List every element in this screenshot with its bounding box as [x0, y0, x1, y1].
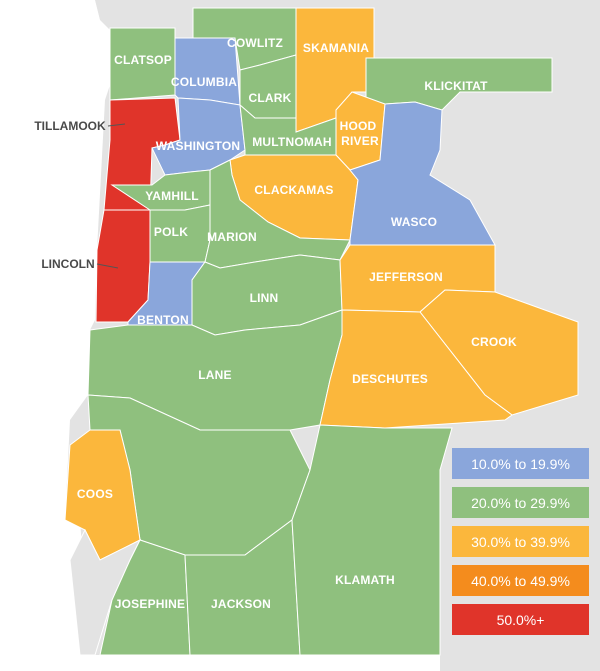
- legend-label: 40.0% to 49.9%: [471, 572, 570, 589]
- label-benton: BENTON: [137, 313, 189, 327]
- lincoln-leader-line: [96, 263, 119, 269]
- legend-item: 50.0%+: [452, 604, 589, 635]
- label-skamania: SKAMANIA: [303, 41, 369, 55]
- legend-label: 50.0%+: [496, 611, 545, 628]
- legend-label: 20.0% to 29.9%: [471, 494, 570, 511]
- label-columbia: COLUMBIA: [171, 75, 237, 89]
- label-jackson: JACKSON: [211, 597, 271, 611]
- label-clatsop: CLATSOP: [114, 53, 172, 67]
- legend-item: 10.0% to 19.9%: [452, 448, 589, 479]
- county-tillamook[interactable]: [103, 97, 181, 213]
- legend: 10.0% to 19.9% 20.0% to 29.9% 30.0% to 3…: [452, 448, 589, 643]
- label-hood-river-1: HOOD: [340, 119, 377, 133]
- label-linn: LINN: [250, 291, 279, 305]
- label-wasco: WASCO: [391, 215, 437, 229]
- label-tillamook: TILLAMOOK: [34, 119, 106, 133]
- label-deschutes: DESCHUTES: [352, 372, 428, 386]
- legend-item: 40.0% to 49.9%: [452, 565, 589, 596]
- county-lincoln[interactable]: [95, 209, 151, 323]
- label-coos: COOS: [77, 487, 113, 501]
- label-klamath: KLAMATH: [335, 573, 395, 587]
- outside-land-washington: [100, 0, 200, 10]
- legend-label: 30.0% to 39.9%: [471, 533, 570, 550]
- label-jefferson: JEFFERSON: [369, 270, 443, 284]
- label-hood-river-2: RIVER: [341, 134, 379, 148]
- label-cowlitz: COWLITZ: [227, 36, 283, 50]
- label-yamhill: YAMHILL: [145, 189, 199, 203]
- label-lincoln: LINCOLN: [41, 257, 94, 271]
- label-polk: POLK: [154, 225, 188, 239]
- label-multnomah: MULTNOMAH: [252, 135, 332, 149]
- tillamook-leader-line: [107, 123, 126, 127]
- label-washington: WASHINGTON: [156, 139, 240, 153]
- county-klamath[interactable]: [291, 424, 453, 656]
- county-deschutes[interactable]: [319, 309, 513, 429]
- label-clark: CLARK: [249, 91, 292, 105]
- label-lane: LANE: [198, 368, 231, 382]
- label-josephine: JOSEPHINE: [115, 597, 186, 611]
- legend-item: 30.0% to 39.9%: [452, 526, 589, 557]
- legend-label: 10.0% to 19.9%: [471, 455, 570, 472]
- legend-item: 20.0% to 29.9%: [452, 487, 589, 518]
- label-clackamas: CLACKAMAS: [254, 183, 333, 197]
- label-marion: MARION: [207, 230, 257, 244]
- label-klickitat: KLICKITAT: [424, 79, 488, 93]
- label-crook: CROOK: [471, 335, 517, 349]
